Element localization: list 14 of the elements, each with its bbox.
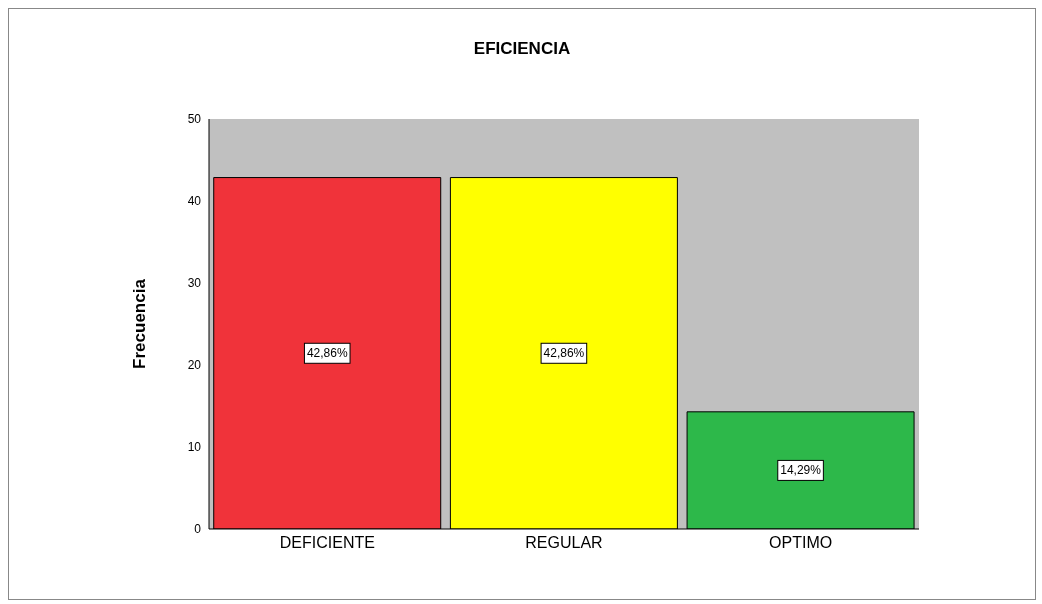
y-tick-label: 0 bbox=[194, 522, 202, 537]
data-label: 14,29% bbox=[780, 463, 822, 478]
chart-title: EFICIENCIA bbox=[472, 39, 572, 59]
y-tick-label: 30 bbox=[187, 276, 202, 291]
data-label: 42,86% bbox=[543, 346, 585, 361]
x-tick-label: DEFICIENTE bbox=[279, 534, 375, 552]
y-axis-title: Frecuencia bbox=[130, 278, 150, 369]
x-tick-label: OPTIMO bbox=[769, 534, 833, 552]
data-label: 42,86% bbox=[306, 346, 348, 361]
y-tick-label: 10 bbox=[187, 440, 202, 455]
y-tick-label: 40 bbox=[187, 194, 202, 209]
y-tick-label: 50 bbox=[187, 112, 202, 127]
y-tick-label: 20 bbox=[187, 358, 202, 373]
x-tick-label: REGULAR bbox=[525, 534, 603, 552]
